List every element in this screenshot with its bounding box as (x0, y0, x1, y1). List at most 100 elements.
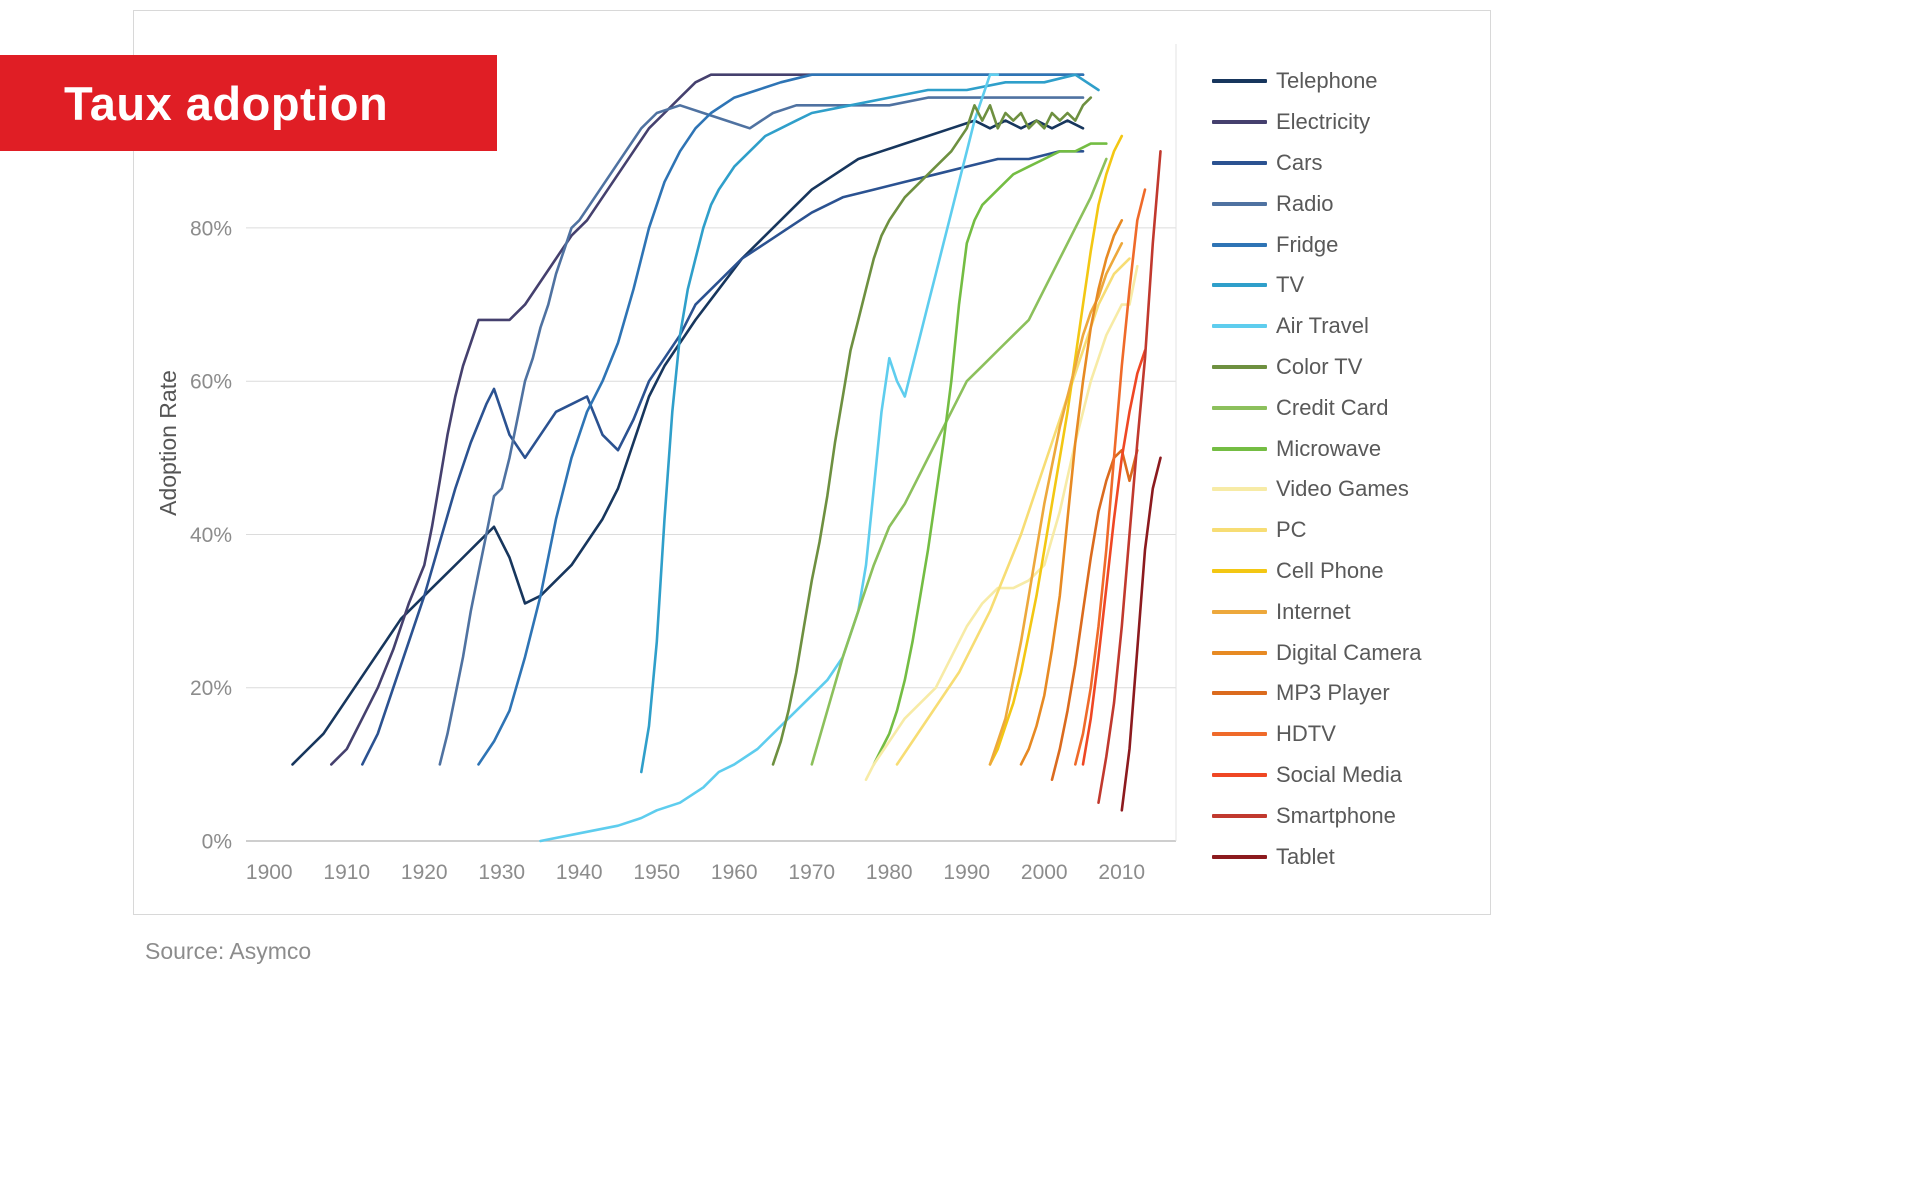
x-tick-label-1910: 1910 (323, 861, 370, 884)
legend-label-telephone: Telephone (1276, 68, 1378, 94)
legend-item-electricity: Electricity (1212, 102, 1488, 143)
legend-label-pc: PC (1276, 517, 1307, 543)
legend-item-cell-phone: Cell Phone (1212, 551, 1488, 592)
y-axis-title: Adoption Rate (155, 370, 181, 516)
y-tick-label-80: 80% (190, 217, 232, 240)
legend-swatch-tablet (1212, 854, 1267, 859)
series-line-video-games (864, 264, 1139, 782)
series-line-tv (639, 73, 1100, 774)
legend-label-cars: Cars (1276, 149, 1323, 175)
axis-layer: 0% 20% 40% 60% 80% 1900 1910 1920 1930 1940 1950 19… (190, 217, 1145, 884)
series-line-hdtv (1073, 188, 1147, 766)
legend-label-color-tv: Color TV (1276, 353, 1363, 379)
series-line-internet (988, 242, 1124, 766)
chart-card: 0% 20% 40% 60% 80% 1900 1910 1920 1930 1940 1950 19… (133, 10, 1491, 915)
source-credit: Source: Asymco (145, 938, 312, 964)
legend-label-hdtv: HDTV (1276, 721, 1336, 747)
legend-item-tablet: Tablet (1212, 836, 1488, 877)
chart-legend: Telephone Electricity Cars Radio Fridge TV Air… (1212, 61, 1488, 877)
series-line-cars (361, 150, 1085, 766)
legend-swatch-internet (1212, 609, 1267, 614)
series-line-radio (438, 96, 1085, 766)
legend-item-cars: Cars (1212, 143, 1488, 184)
legend-label-internet: Internet (1276, 598, 1351, 624)
legend-label-tv: TV (1276, 272, 1305, 298)
legend-item-social-media: Social Media (1212, 755, 1488, 796)
x-tick-label-1980: 1980 (866, 861, 913, 884)
legend-label-radio: Radio (1276, 190, 1334, 216)
y-tick-label-60: 60% (190, 371, 232, 394)
x-tick-label-1920: 1920 (401, 861, 448, 884)
series-line-cell-phone (988, 134, 1124, 766)
legend-swatch-smartphone (1212, 813, 1267, 818)
legend-label-microwave: Microwave (1276, 435, 1382, 461)
legend-item-hdtv: HDTV (1212, 714, 1488, 755)
series-line-social-media (1081, 349, 1147, 766)
legend-item-internet: Internet (1212, 591, 1488, 632)
series-line-mp3-player (1050, 448, 1139, 782)
legend-label-digital-camera: Digital Camera (1276, 639, 1422, 665)
series-line-fridge (477, 73, 1085, 766)
series-line-credit-card (810, 157, 1108, 766)
x-tick-label-1930: 1930 (478, 861, 525, 884)
legend-item-microwave: Microwave (1212, 428, 1488, 469)
legend-item-credit-card: Credit Card (1212, 387, 1488, 428)
legend-swatch-hdtv (1212, 732, 1267, 737)
legend-item-video-games: Video Games (1212, 469, 1488, 510)
series-line-color-tv (771, 96, 1093, 766)
series-layer (291, 73, 1162, 843)
legend-label-social-media: Social Media (1276, 761, 1402, 787)
legend-label-fridge: Fridge (1276, 231, 1339, 257)
legend-item-air-travel: Air Travel (1212, 306, 1488, 347)
legend-swatch-social-media (1212, 772, 1267, 777)
series-line-smartphone (1097, 150, 1162, 805)
legend-label-air-travel: Air Travel (1276, 313, 1369, 339)
x-tick-label-1900: 1900 (246, 861, 293, 884)
adoption-rate-chart: 0% 20% 40% 60% 80% 1900 1910 1920 1930 1940 1950 19… (155, 44, 1177, 884)
legend-label-mp3-player: MP3 Player (1276, 680, 1390, 706)
y-tick-label-0: 0% (202, 830, 232, 853)
x-tick-label-1950: 1950 (633, 861, 680, 884)
legend-swatch-electricity (1212, 120, 1267, 125)
legend-swatch-tv (1212, 283, 1267, 288)
legend-item-radio: Radio (1212, 183, 1488, 224)
series-line-digital-camera (1019, 219, 1124, 766)
legend-swatch-radio (1212, 201, 1267, 206)
series-line-microwave (872, 142, 1108, 766)
y-tick-label-40: 40% (190, 524, 232, 547)
legend-item-mp3-player: MP3 Player (1212, 673, 1488, 714)
legend-swatch-fridge (1212, 242, 1267, 247)
legend-swatch-video-games (1212, 487, 1267, 492)
legend-item-pc: PC (1212, 510, 1488, 551)
legend-label-tablet: Tablet (1276, 843, 1335, 869)
x-tick-label-1940: 1940 (556, 861, 603, 884)
series-line-tablet (1120, 456, 1162, 812)
legend-swatch-microwave (1212, 446, 1267, 451)
legend-item-fridge: Fridge (1212, 224, 1488, 265)
y-tick-label-20: 20% (190, 677, 232, 700)
legend-label-video-games: Video Games (1276, 476, 1409, 502)
x-tick-label-1990: 1990 (943, 861, 990, 884)
legend-swatch-pc (1212, 528, 1267, 533)
grid-layer (246, 44, 1177, 842)
legend-swatch-mp3-player (1212, 691, 1267, 696)
legend-swatch-cell-phone (1212, 568, 1267, 573)
series-line-electricity (330, 73, 1085, 766)
legend-item-smartphone: Smartphone (1212, 795, 1488, 836)
x-tick-label-1970: 1970 (788, 861, 835, 884)
legend-item-color-tv: Color TV (1212, 347, 1488, 388)
legend-label-smartphone: Smartphone (1276, 802, 1396, 828)
legend-swatch-credit-card (1212, 405, 1267, 410)
legend-label-credit-card: Credit Card (1276, 394, 1389, 420)
legend-swatch-digital-camera (1212, 650, 1267, 655)
x-tick-label-2000: 2000 (1021, 861, 1068, 884)
legend-item-digital-camera: Digital Camera (1212, 632, 1488, 673)
x-tick-label-2010: 2010 (1098, 861, 1145, 884)
x-tick-label-1960: 1960 (711, 861, 758, 884)
legend-swatch-telephone (1212, 79, 1267, 84)
banner-title: Taux adoption (64, 76, 389, 130)
legend-label-electricity: Electricity (1276, 109, 1371, 135)
legend-label-cell-phone: Cell Phone (1276, 557, 1384, 583)
title-banner: Taux adoption (0, 55, 497, 151)
series-line-telephone (291, 119, 1085, 766)
